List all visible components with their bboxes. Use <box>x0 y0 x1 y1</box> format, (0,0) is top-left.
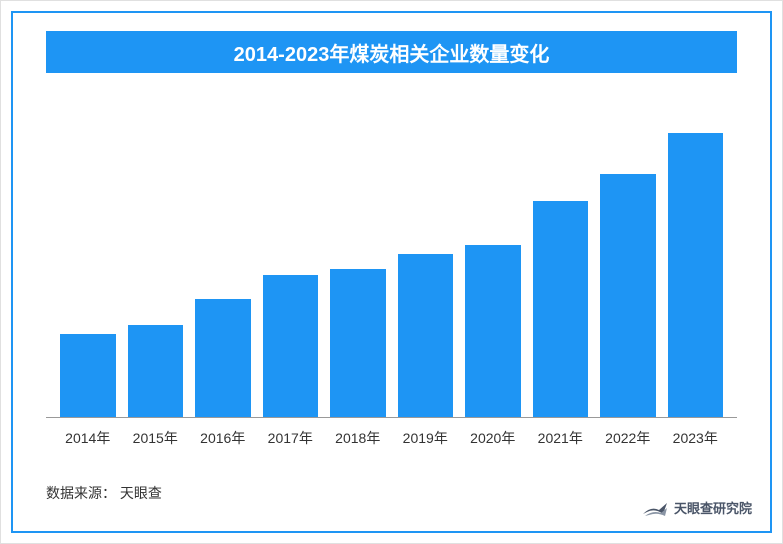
x-label: 2016年 <box>189 422 257 448</box>
source-label: 数据来源： <box>46 485 116 501</box>
bar-wrapper <box>392 121 460 417</box>
bar <box>600 174 656 417</box>
bar <box>263 275 319 417</box>
bar-wrapper <box>257 121 325 417</box>
x-label: 2022年 <box>594 422 662 448</box>
logo-text: 天眼查研究院 <box>674 498 752 517</box>
bar-wrapper <box>459 121 527 417</box>
bar <box>668 133 724 417</box>
bar-wrapper <box>324 121 392 417</box>
x-label: 2019年 <box>392 422 460 448</box>
logo-icon <box>641 496 669 518</box>
bar <box>533 201 589 417</box>
chart-title-bar: 2014-2023年煤炭相关企业数量变化 <box>46 31 737 73</box>
bar <box>128 325 184 417</box>
bar-wrapper <box>527 121 595 417</box>
chart-title: 2014-2023年煤炭相关企业数量变化 <box>234 38 550 67</box>
data-source: 数据来源： 天眼查 <box>46 483 162 503</box>
bar <box>195 299 251 417</box>
x-label: 2015年 <box>122 422 190 448</box>
source-value: 天眼查 <box>120 485 162 501</box>
x-axis-labels: 2014年2015年2016年2017年2018年2019年2020年2021年… <box>46 422 737 448</box>
bar <box>398 254 454 417</box>
logo: 天眼查研究院 <box>641 496 752 518</box>
bar-wrapper <box>122 121 190 417</box>
bar <box>465 245 521 417</box>
bar <box>60 334 116 417</box>
bar-wrapper <box>54 121 122 417</box>
x-label: 2021年 <box>527 422 595 448</box>
x-label: 2018年 <box>324 422 392 448</box>
x-label: 2014年 <box>54 422 122 448</box>
bar-wrapper <box>662 121 730 417</box>
x-label: 2017年 <box>257 422 325 448</box>
x-label: 2023年 <box>662 422 730 448</box>
chart-area: 2014年2015年2016年2017年2018年2019年2020年2021年… <box>46 121 737 448</box>
bar-wrapper <box>189 121 257 417</box>
bars-container <box>46 121 737 418</box>
x-label: 2020年 <box>459 422 527 448</box>
bar-wrapper <box>594 121 662 417</box>
bar <box>330 269 386 417</box>
